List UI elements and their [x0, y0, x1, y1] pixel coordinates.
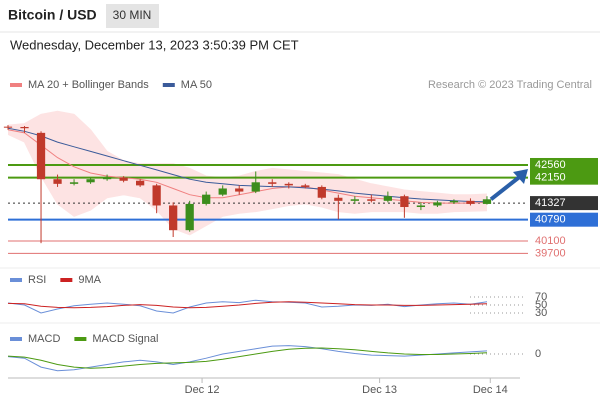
candle-body — [202, 194, 211, 204]
bollinger-upper — [7, 110, 488, 196]
candle-body — [136, 180, 145, 186]
candle-body — [301, 185, 310, 187]
candle-body — [466, 200, 475, 204]
legend-swatch — [10, 83, 22, 87]
level-label: 42150 — [535, 172, 566, 184]
indicator-line — [7, 301, 488, 309]
candle-body — [36, 132, 46, 180]
legend-swatch — [162, 83, 175, 87]
candle-body — [334, 197, 343, 201]
y-tick-label: 30 — [535, 307, 547, 319]
timeframe-button[interactable] — [106, 4, 159, 28]
forecast-arrow — [489, 173, 524, 201]
legend-label: MA 50 — [181, 79, 212, 91]
indicator-line — [7, 299, 488, 314]
candle-body — [482, 199, 492, 204]
candle-body — [119, 177, 128, 181]
legend-swatch — [10, 278, 22, 282]
level-label-box — [530, 196, 598, 211]
level-label-box — [530, 212, 598, 227]
candle-body — [433, 202, 442, 206]
legend-swatch — [60, 278, 73, 282]
candle-body — [86, 179, 95, 183]
y-tick-label: 0 — [535, 348, 541, 360]
legend-label: MACD Signal — [92, 333, 158, 345]
candle-body — [3, 126, 13, 128]
candle-body — [20, 126, 29, 129]
candle-body — [350, 199, 359, 201]
candle-body — [449, 200, 459, 203]
candle-body — [400, 196, 409, 208]
legend-label: RSI — [28, 274, 46, 286]
instrument-title: Bitcoin / USD — [8, 7, 97, 23]
candle-body — [251, 182, 260, 192]
candle-body — [169, 205, 178, 231]
x-tick-label: Dec 12 — [185, 384, 220, 396]
indicator-line — [7, 347, 488, 369]
candle-body — [268, 182, 277, 184]
candle-body — [218, 188, 227, 195]
credit: Research © 2023 Trading Central — [428, 79, 592, 91]
candle-body — [235, 188, 244, 192]
candle-body — [53, 179, 62, 184]
level-label: 39700 — [535, 247, 566, 259]
y-tick-label: 70 — [535, 291, 547, 303]
legend-label: MA 20 + Bollinger Bands — [28, 79, 149, 91]
timeframe-label[interactable]: 30 MIN — [113, 8, 152, 22]
x-tick-label: Dec 14 — [473, 384, 508, 396]
level-label-box — [530, 170, 598, 185]
candle-body — [185, 203, 194, 231]
level-label: 40100 — [535, 235, 566, 247]
candle-body — [152, 185, 161, 206]
level-label: 42560 — [535, 159, 566, 171]
x-tick-label: Dec 13 — [362, 384, 397, 396]
candle-body — [367, 199, 376, 201]
legend-label: MACD — [28, 333, 60, 345]
candle-body — [383, 196, 392, 201]
level-label: 41327 — [535, 197, 566, 209]
level-label: 40790 — [535, 214, 566, 226]
candle-body — [416, 205, 426, 208]
candle-body — [284, 183, 293, 186]
y-tick-label: 50 — [535, 299, 547, 311]
level-label-box — [530, 157, 598, 172]
candle-body — [102, 177, 112, 180]
candle-body — [69, 182, 79, 184]
legend-label: 9MA — [78, 274, 101, 286]
datetime: Wednesday, December 13, 2023 3:50:39 PM … — [10, 37, 299, 52]
forecast-arrowhead — [513, 168, 528, 184]
bollinger-lower — [7, 133, 488, 236]
legend-swatch — [10, 337, 22, 341]
candle-body — [317, 186, 326, 198]
bollinger-band — [8, 111, 487, 235]
legend-swatch — [74, 337, 87, 341]
